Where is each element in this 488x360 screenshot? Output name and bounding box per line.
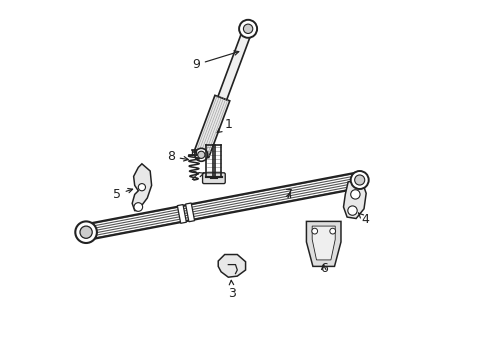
Circle shape [239, 20, 257, 38]
Circle shape [80, 226, 92, 238]
Polygon shape [343, 180, 366, 219]
Text: 2: 2 [190, 170, 203, 183]
Polygon shape [218, 255, 245, 277]
Circle shape [197, 151, 204, 158]
Polygon shape [193, 95, 229, 158]
Polygon shape [311, 226, 335, 260]
Circle shape [134, 203, 142, 211]
Text: 7: 7 [285, 188, 293, 201]
Circle shape [311, 228, 317, 234]
Circle shape [194, 148, 207, 161]
Polygon shape [185, 203, 194, 222]
Text: 5: 5 [112, 188, 132, 201]
Text: 4: 4 [358, 213, 368, 226]
Polygon shape [218, 27, 252, 100]
Circle shape [350, 171, 368, 189]
Circle shape [138, 184, 145, 191]
Text: 8: 8 [166, 150, 188, 163]
Circle shape [243, 24, 252, 33]
Circle shape [354, 175, 364, 185]
Text: 1: 1 [217, 118, 232, 132]
Circle shape [329, 228, 335, 234]
Text: 3: 3 [227, 280, 235, 300]
Polygon shape [132, 164, 151, 211]
Text: 9: 9 [192, 51, 238, 71]
Circle shape [350, 190, 359, 199]
Circle shape [75, 221, 97, 243]
Polygon shape [306, 221, 340, 266]
Polygon shape [177, 204, 186, 223]
Text: 6: 6 [319, 262, 327, 275]
Circle shape [347, 206, 356, 215]
FancyBboxPatch shape [202, 173, 225, 184]
